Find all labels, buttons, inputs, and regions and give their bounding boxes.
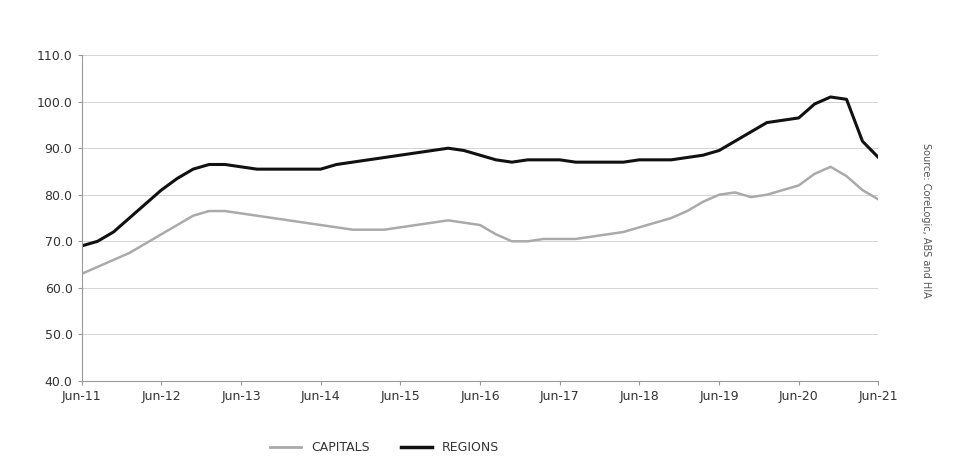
Text: HIA HOUSING AFFORDABILITY INDEX, AUSTRALIA: HIA HOUSING AFFORDABILITY INDEX, AUSTRAL… (231, 18, 729, 37)
Text: Source: CoreLogic, ABS and HIA: Source: CoreLogic, ABS and HIA (922, 143, 931, 298)
Legend: CAPITALS, REGIONS: CAPITALS, REGIONS (265, 437, 504, 459)
